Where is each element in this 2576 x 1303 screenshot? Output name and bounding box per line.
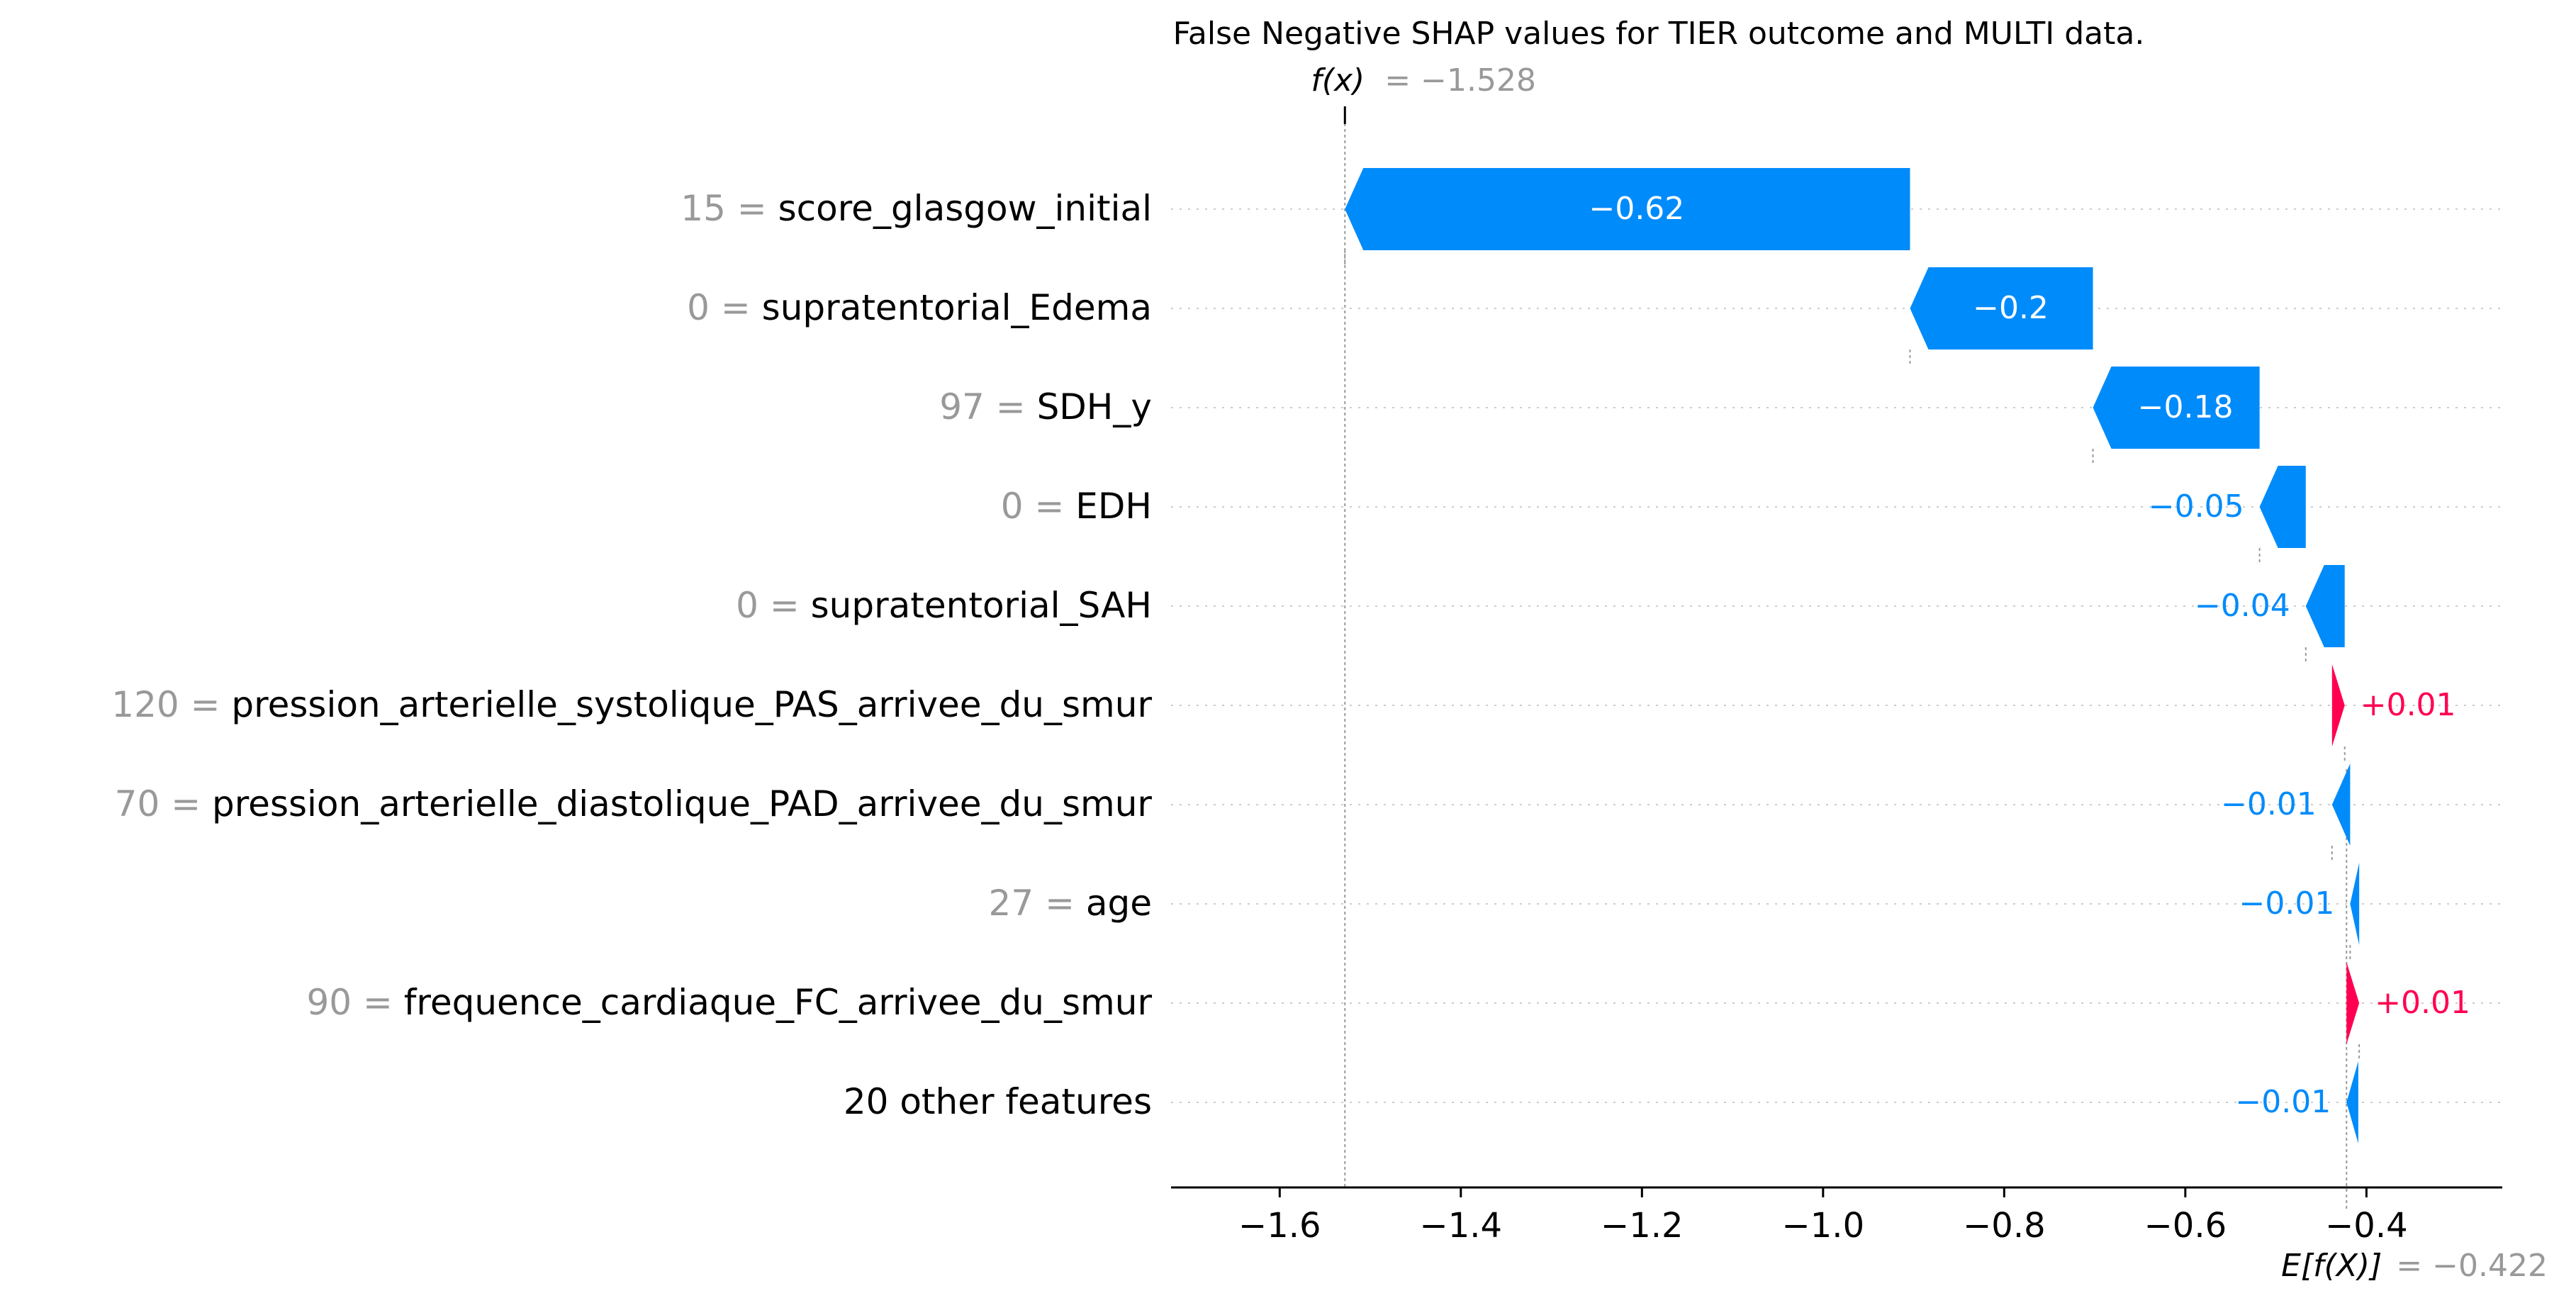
- x-tick-label: −1.6: [1238, 1206, 1321, 1246]
- feature-label-1: 0 = supratentorial_Edema: [687, 287, 1152, 328]
- feature-label-6: 70 = pression_arterielle_diastolique_PAD…: [115, 783, 1153, 824]
- bar-label-3: −0.05: [2149, 488, 2244, 525]
- feature-label-7: 27 = age: [989, 883, 1152, 924]
- feature-label-2: 97 = SDH_y: [939, 386, 1152, 427]
- bar-8: [2346, 962, 2360, 1044]
- bar-3: [2259, 466, 2306, 548]
- feature-value: 120 =: [111, 684, 231, 725]
- feature-label-5: 120 = pression_arterielle_systolique_PAS…: [111, 684, 1152, 725]
- fx-annotation: f(x) = −1.528: [1311, 62, 1536, 99]
- fx-label: f(x): [1311, 62, 1365, 99]
- feature-value: 90 =: [306, 982, 403, 1023]
- feature-label-8: 90 = frequence_cardiaque_FC_arrivee_du_s…: [306, 982, 1152, 1023]
- bar-1: [1910, 267, 2093, 349]
- bar-label-8: +0.01: [2375, 985, 2470, 1021]
- feature-name: score_glasgow_initial: [778, 188, 1152, 229]
- feature-name: pression_arterielle_diastolique_PAD_arri…: [212, 783, 1152, 824]
- feature-label-3: 0 = EDH: [1001, 486, 1152, 527]
- feature-name: EDH: [1075, 486, 1152, 527]
- chart-title: False Negative SHAP values for TIER outc…: [1173, 16, 2145, 52]
- feature-value: 27 =: [989, 883, 1086, 924]
- bar-5: [2331, 664, 2345, 746]
- feature-name: supratentorial_SAH: [811, 585, 1152, 626]
- bar-label-9: −0.01: [2235, 1084, 2331, 1120]
- feature-name: SDH_y: [1037, 386, 1152, 427]
- base-value: = −0.422: [2396, 1248, 2548, 1284]
- bar-label-4: −0.04: [2195, 588, 2290, 624]
- feature-labels: 15 = score_glasgow_initial 0 = supratento…: [111, 188, 1152, 1122]
- feature-name: age: [1086, 883, 1152, 924]
- x-tick-label: −1.4: [1420, 1206, 1503, 1246]
- bar-0: [1345, 168, 1910, 250]
- bar-2: [2093, 367, 2260, 449]
- feature-name: frequence_cardiaque_FC_arrivee_du_smur: [404, 982, 1153, 1023]
- bar-9: [2346, 1061, 2358, 1143]
- feature-value: 97 =: [939, 386, 1036, 427]
- bars: −0.62 −0.2 −0.18 −0.05 −0.04 +0.01 −0.01 −0.01 +…: [1345, 168, 2470, 1143]
- feature-name: pression_arterielle_systolique_PAS_arriv…: [231, 684, 1152, 725]
- bar-label-0: −0.62: [1589, 191, 1684, 227]
- x-tick-label: −0.6: [2144, 1206, 2227, 1246]
- base-label: E[f(X)]: [2281, 1248, 2382, 1284]
- feature-value: 70 =: [115, 783, 212, 824]
- x-tick-label: −1.0: [1782, 1206, 1865, 1246]
- bar-4: [2305, 565, 2345, 647]
- feature-name: 20 other features: [844, 1081, 1152, 1122]
- feature-value: 15 =: [681, 188, 778, 229]
- bar-label-1: −0.2: [1973, 290, 2049, 326]
- x-tick-label: −1.2: [1601, 1206, 1684, 1246]
- row-gridlines: [1171, 208, 2502, 1103]
- bar-label-6: −0.01: [2221, 786, 2317, 822]
- bar-label-7: −0.01: [2239, 885, 2335, 922]
- bar-label-2: −0.18: [2138, 389, 2234, 425]
- feature-value: 0 =: [736, 585, 811, 626]
- feature-label-4: 0 = supratentorial_SAH: [736, 585, 1152, 626]
- base-value-annotation: E[f(X)] = −0.422: [2281, 1248, 2548, 1284]
- x-tick-label: −0.4: [2325, 1206, 2408, 1246]
- x-tick-label: −0.8: [1963, 1206, 2046, 1246]
- bar-6: [2331, 764, 2351, 846]
- connector-lines: [1343, 106, 2361, 1209]
- feature-value: 0 =: [687, 287, 762, 328]
- feature-value: 0 =: [1001, 486, 1076, 527]
- feature-label-0: 15 = score_glasgow_initial: [681, 188, 1152, 229]
- bar-label-5: +0.01: [2361, 687, 2456, 723]
- feature-label-9: 20 other features: [844, 1081, 1152, 1122]
- x-axis: −1.6 −1.4 −1.2 −1.0 −0.8 −0.6 −0.4: [1171, 1186, 2502, 1246]
- fx-value: = −1.528: [1384, 62, 1536, 99]
- feature-name: supratentorial_Edema: [762, 287, 1152, 328]
- bar-7: [2350, 863, 2360, 945]
